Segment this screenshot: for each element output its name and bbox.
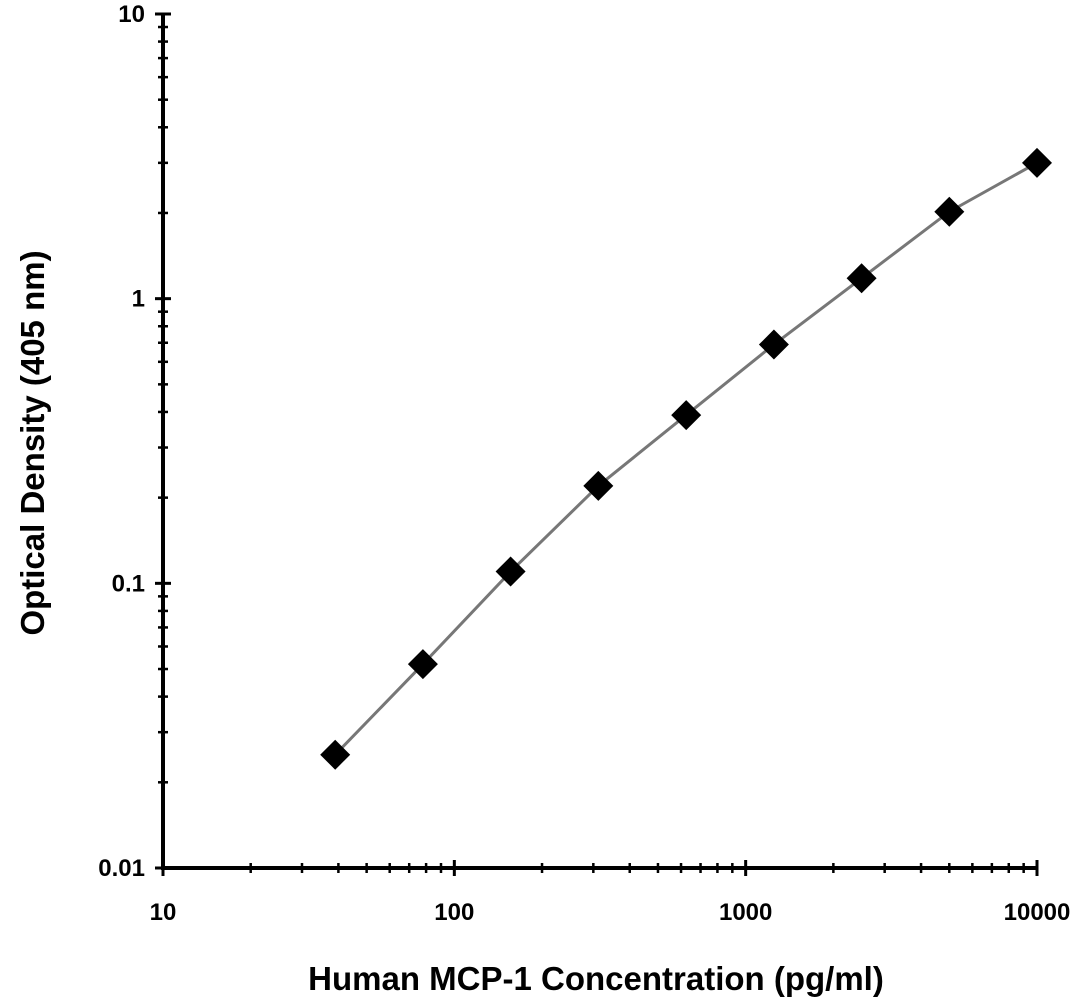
x-axis-title: Human MCP-1 Concentration (pg/ml) — [308, 960, 884, 997]
data-point-marker — [846, 263, 877, 294]
data-point-marker — [671, 400, 702, 431]
data-point-marker — [1022, 147, 1052, 178]
data-point-marker — [758, 329, 789, 360]
y-tick-label: 1 — [132, 286, 145, 313]
tick-labels: 0.01 0.1 1 10 10 100 1000 10000 — [98, 1, 1070, 926]
data-point-marker — [320, 739, 351, 770]
data-point-marker — [934, 196, 965, 227]
axes — [161, 14, 1037, 870]
x-tick-label: 100 — [434, 899, 474, 926]
x-tick-label: 10 — [150, 899, 177, 926]
data-point-marker — [495, 556, 526, 587]
data-point-marker — [583, 470, 614, 501]
y-tick-label: 0.1 — [112, 570, 145, 597]
x-tick-label: 10000 — [1004, 899, 1071, 926]
y-axis-title: Optical Density (405 nm) — [14, 250, 51, 635]
x-tick-label: 1000 — [719, 899, 772, 926]
tick-marks — [155, 12, 1039, 876]
data-point-marker — [407, 649, 438, 680]
y-tick-label: 10 — [118, 1, 145, 28]
series — [320, 147, 1052, 770]
series-line — [334, 161, 1038, 756]
y-tick-label: 0.01 — [98, 855, 145, 882]
